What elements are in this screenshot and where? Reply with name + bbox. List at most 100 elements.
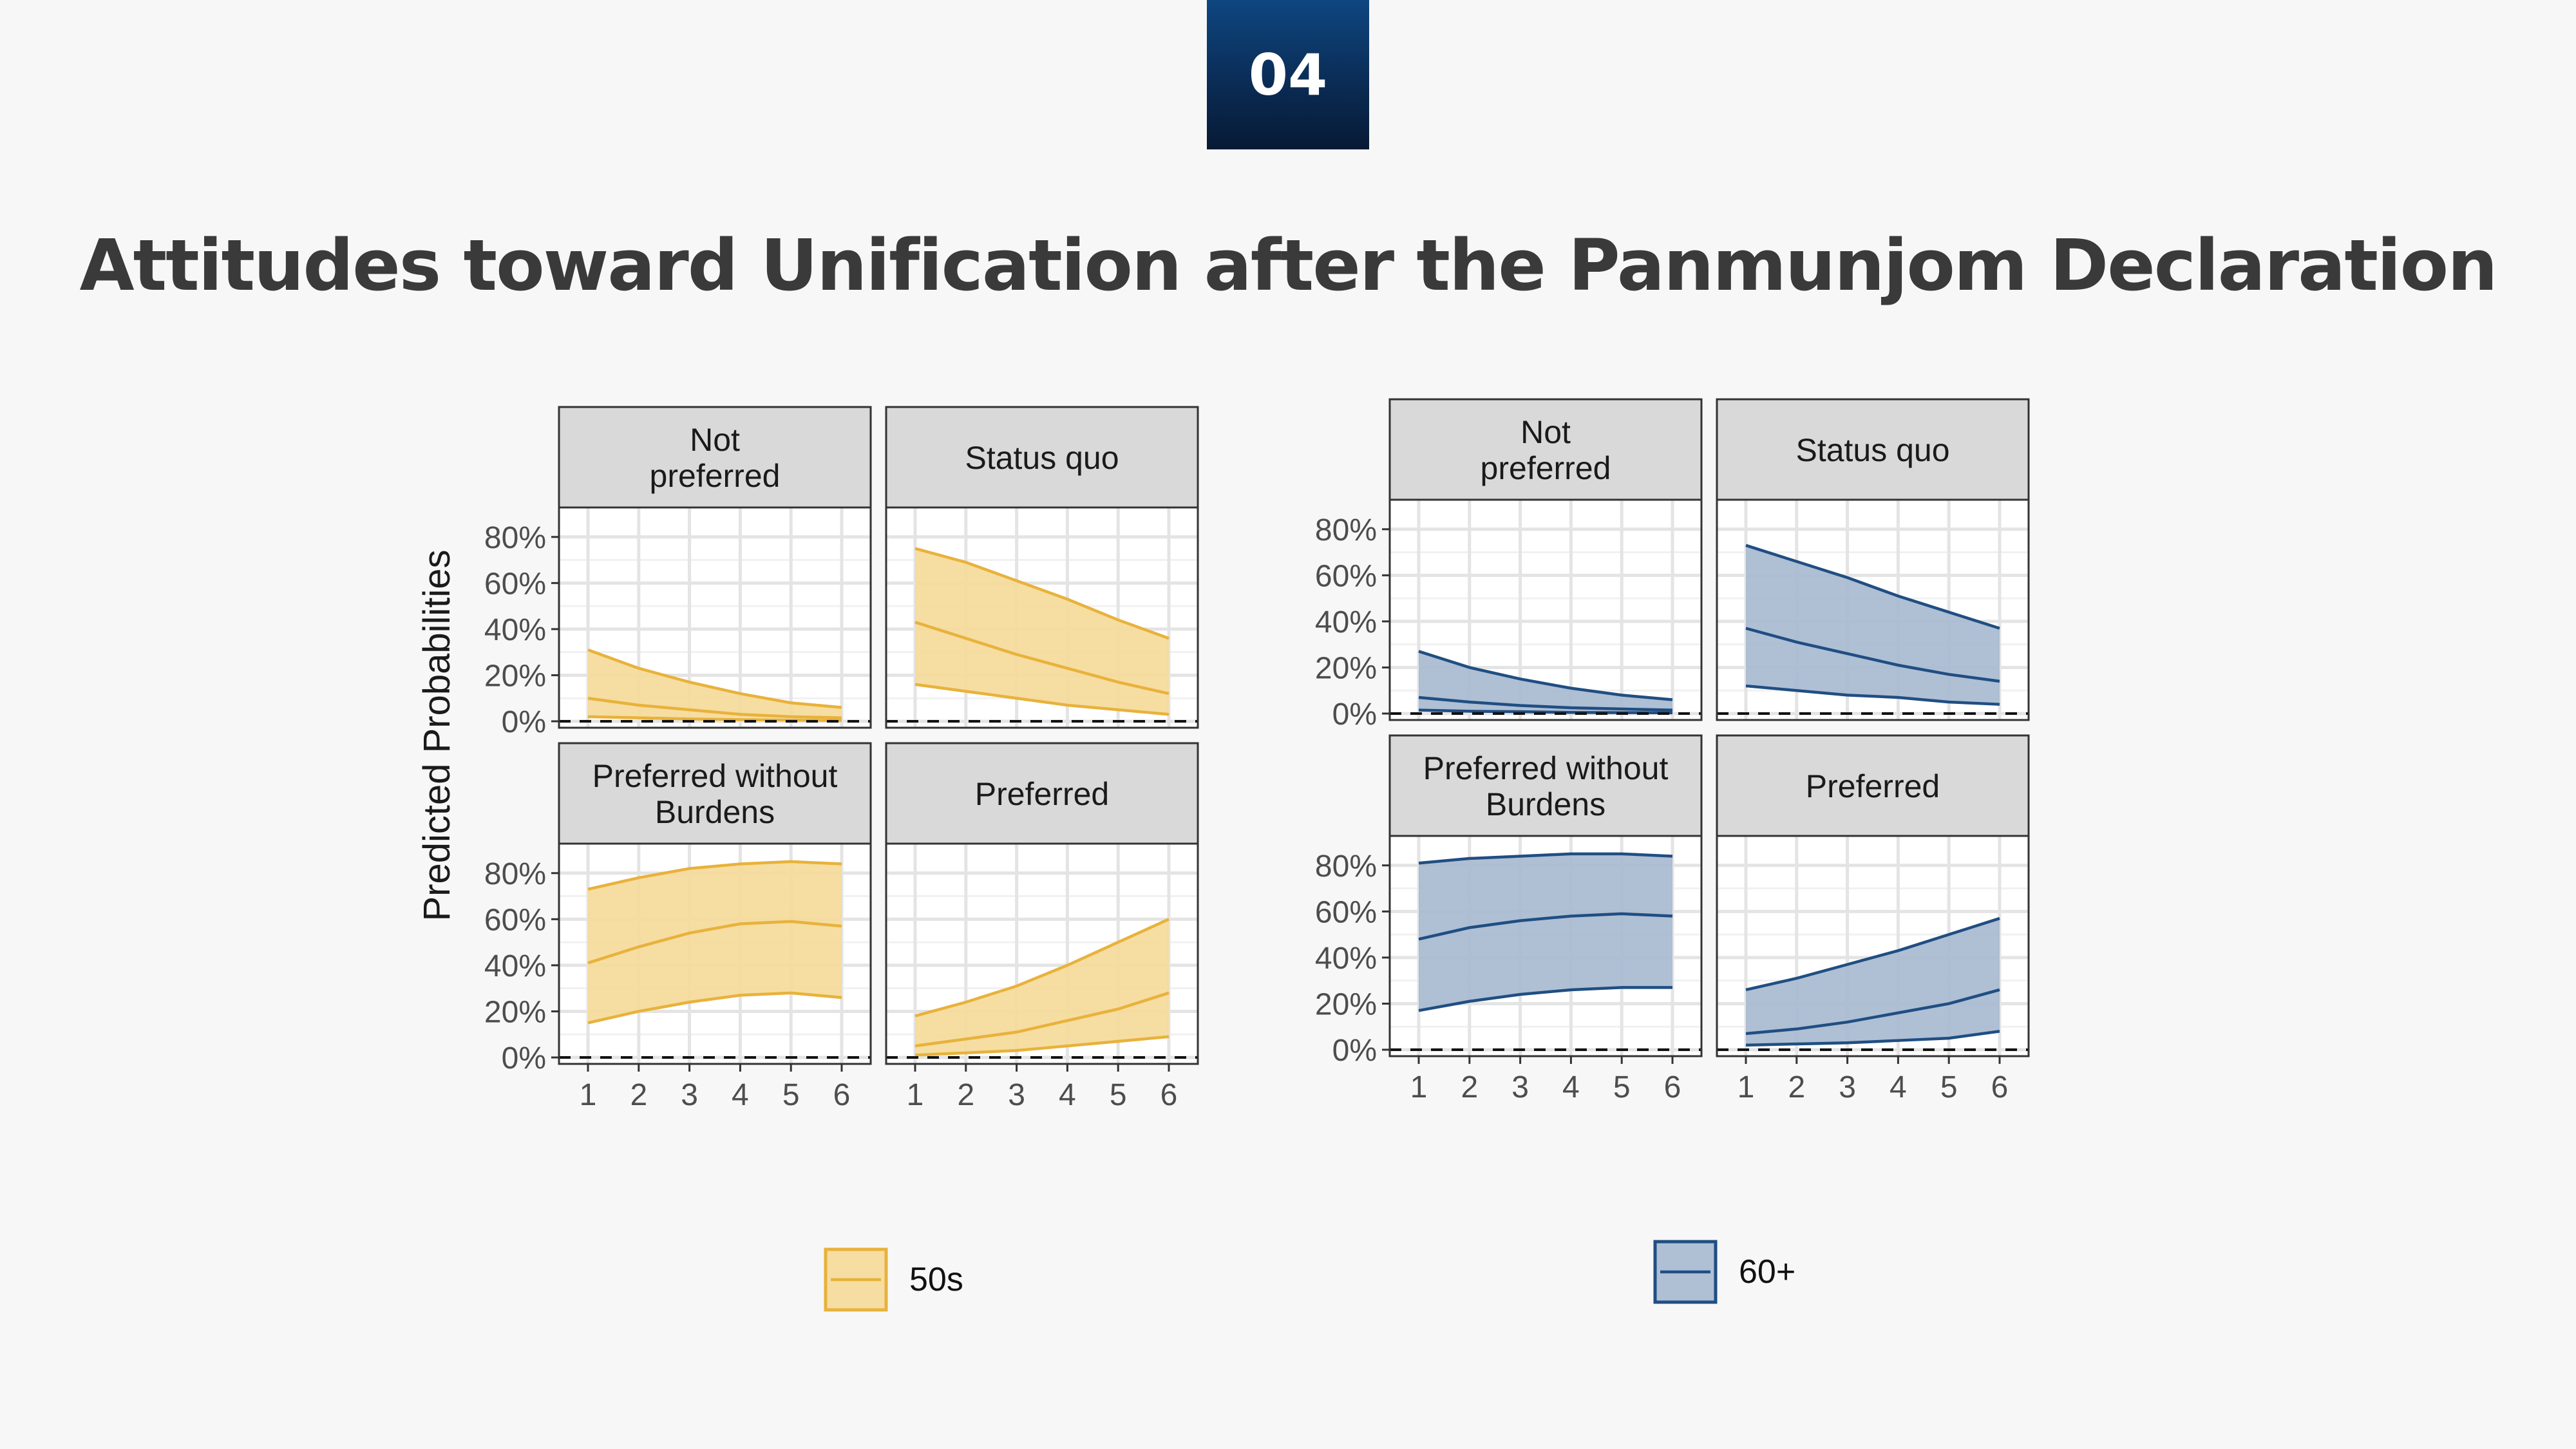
- confidence-ribbon: [1746, 545, 2000, 705]
- panel-border: [885, 506, 1199, 729]
- upper-line: [1418, 650, 1673, 701]
- x-tick-label: 2: [1788, 1070, 1805, 1104]
- lower-line: [1418, 708, 1673, 715]
- facet-strip-label: Preferred without: [1423, 750, 1669, 786]
- facet-strip-label: Preferred without: [592, 758, 838, 794]
- y-tick-label: 0%: [1332, 1034, 1377, 1068]
- panel-border: [1716, 498, 2030, 721]
- x-tick-label: 5: [1110, 1078, 1127, 1112]
- facet-strip: [885, 742, 1199, 845]
- panel-border: [1716, 835, 2030, 1057]
- facet-strip: [1716, 398, 2030, 501]
- lower-line: [587, 991, 842, 1025]
- upper-line: [587, 648, 842, 709]
- x-tick-label: 2: [1461, 1070, 1478, 1104]
- y-tick-label: 40%: [1315, 942, 1377, 976]
- y-axis-title: Predicted Probabilities: [416, 549, 458, 921]
- y-tick-label: 80%: [1315, 513, 1377, 547]
- page-title: Attitudes toward Unification after the P…: [79, 224, 2497, 307]
- facet-strip: [885, 406, 1199, 509]
- y-tick-label: 80%: [1315, 849, 1377, 884]
- facet-strip: [558, 406, 872, 509]
- lower-line: [1745, 684, 2000, 706]
- facet-panel: Status quo: [885, 406, 1199, 729]
- facet-strip-label: Burdens: [1486, 786, 1605, 822]
- section-number-badge: 04: [1207, 0, 1369, 149]
- mean-line: [914, 991, 1170, 1048]
- legend-label: 50s: [909, 1261, 963, 1298]
- mean-line: [587, 696, 842, 719]
- y-tick-label: 80%: [484, 521, 546, 555]
- facet-strip-label: preferred: [650, 458, 781, 494]
- upper-line: [1745, 916, 2000, 992]
- y-tick-label: 0%: [1332, 697, 1377, 732]
- mean-line: [587, 920, 842, 965]
- y-tick-label: 40%: [484, 613, 546, 647]
- upper-line: [914, 918, 1170, 1018]
- facet-strip-label: Preferred: [1806, 768, 1940, 804]
- legend: 50s: [824, 1247, 963, 1312]
- lower-line: [914, 683, 1170, 716]
- y-tick-label: 20%: [484, 659, 546, 693]
- x-tick-label: 5: [1940, 1070, 1958, 1104]
- x-tick-label: 1: [907, 1078, 924, 1112]
- mean-line: [1418, 696, 1673, 712]
- section-number: 04: [1248, 41, 1328, 108]
- y-tick-label: 80%: [484, 857, 546, 891]
- legend: 60+: [1653, 1240, 1795, 1304]
- confidence-ribbon: [1419, 651, 1672, 713]
- x-tick-label: 1: [1738, 1070, 1755, 1104]
- mean-line: [914, 621, 1170, 696]
- confidence-ribbon: [1746, 918, 2000, 1045]
- facet-strip-label: preferred: [1481, 450, 1611, 486]
- x-tick-label: 4: [1562, 1070, 1580, 1104]
- facet-strip-label: Preferred: [975, 776, 1109, 812]
- facet-panel: Preferred 1 2 3 4 5 6: [1716, 734, 2030, 1104]
- lower-line: [1745, 1030, 2000, 1047]
- lower-line: [914, 1035, 1170, 1057]
- y-tick-label: 60%: [484, 903, 546, 937]
- upper-line: [1418, 852, 1673, 865]
- lower-line: [587, 715, 842, 723]
- confidence-ribbon: [1419, 853, 1672, 1011]
- x-tick-label: 3: [681, 1078, 698, 1112]
- panel-border: [558, 506, 872, 729]
- x-tick-label: 5: [782, 1078, 800, 1112]
- x-tick-label: 1: [580, 1078, 597, 1112]
- x-tick-label: 3: [1839, 1070, 1856, 1104]
- legend-label: 60+: [1739, 1253, 1795, 1291]
- y-tick-label: 20%: [484, 995, 546, 1029]
- panel-border: [1388, 498, 1703, 721]
- y-tick-label: 0%: [502, 1041, 546, 1075]
- upper-line: [587, 860, 842, 891]
- x-tick-label: 6: [833, 1078, 851, 1112]
- facet-strip-label: Not: [690, 422, 740, 458]
- x-tick-label: 3: [1008, 1078, 1025, 1112]
- facet-strip: [558, 742, 872, 845]
- y-tick-label: 20%: [1315, 651, 1377, 685]
- y-tick-label: 40%: [484, 949, 546, 983]
- confidence-ribbon: [915, 919, 1169, 1056]
- x-tick-label: 6: [1991, 1070, 2009, 1104]
- facet-strip-label: Burdens: [655, 794, 775, 830]
- x-tick-label: 4: [1059, 1078, 1076, 1112]
- x-tick-label: 4: [732, 1078, 749, 1112]
- facet-panel: Status quo: [1716, 398, 2030, 721]
- x-tick-label: 3: [1511, 1070, 1529, 1104]
- x-tick-label: 5: [1613, 1070, 1631, 1104]
- mean-line: [1418, 912, 1673, 941]
- confidence-ribbon: [915, 548, 1169, 715]
- facet-strip-label: Not: [1520, 414, 1571, 450]
- panel-border: [558, 842, 872, 1065]
- panel-border: [885, 842, 1199, 1065]
- facet-strip-label: Status quo: [965, 440, 1119, 476]
- facet-strip: [1388, 398, 1703, 501]
- upper-line: [1745, 544, 2000, 630]
- facet-strip: [1716, 734, 2030, 837]
